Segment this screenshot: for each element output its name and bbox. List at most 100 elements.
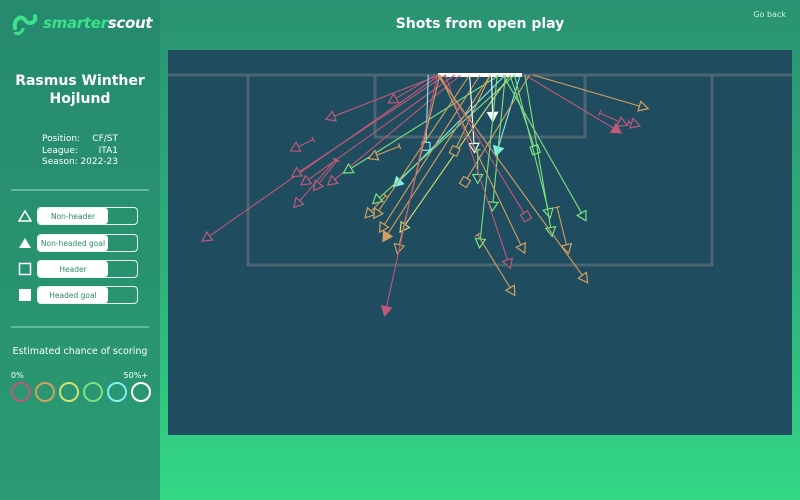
shot-trajectory — [331, 74, 461, 183]
shot[interactable] — [310, 157, 341, 193]
toggle-headed-goal[interactable]: Headed goal — [37, 286, 138, 304]
blocked-marker — [334, 157, 341, 163]
shot[interactable] — [553, 205, 574, 255]
shot[interactable] — [474, 232, 519, 298]
non-header-marker[interactable] — [504, 284, 519, 298]
shot-map — [168, 50, 792, 435]
shot[interactable] — [367, 143, 402, 164]
shot[interactable] — [288, 136, 316, 156]
shot-trajectory — [524, 74, 552, 232]
scoring-color-scale — [11, 382, 151, 402]
shot-trajectory — [330, 74, 440, 119]
logo-icon — [12, 14, 38, 36]
non-header-marker[interactable] — [288, 141, 302, 155]
shot-trajectory — [524, 74, 618, 131]
non-header-marker[interactable] — [370, 206, 385, 221]
non-header-marker[interactable] — [637, 100, 650, 113]
header-marker[interactable] — [519, 210, 533, 223]
shot-trajectory — [492, 74, 506, 207]
non-header-marker[interactable] — [367, 149, 380, 164]
shot[interactable] — [361, 193, 389, 222]
shot[interactable] — [380, 74, 438, 317]
header-marker[interactable] — [458, 175, 472, 189]
triangle-outline-icon — [18, 209, 32, 223]
square-outline-icon — [18, 262, 32, 276]
shot-trajectory — [385, 74, 438, 311]
toggle-non-header[interactable]: Non-header — [37, 207, 138, 225]
non-header-marker[interactable] — [324, 110, 337, 124]
go-back-link[interactable]: Go back — [753, 10, 786, 19]
shot-trajectory — [469, 74, 475, 148]
shot-trajectory — [381, 74, 481, 229]
non-header-marker[interactable] — [628, 117, 642, 130]
non-header-marker[interactable] — [290, 196, 305, 211]
shot[interactable] — [502, 74, 590, 224]
blocked-marker — [553, 205, 561, 209]
penalty-box — [246, 75, 714, 267]
toggle-header[interactable]: Header — [37, 260, 138, 278]
logo[interactable]: smarterscout — [11, 10, 153, 36]
non-header-marker[interactable] — [199, 230, 214, 245]
shot-trajectory — [502, 74, 584, 217]
scale-circle — [131, 382, 151, 402]
shot-trajectory — [295, 74, 446, 175]
shot[interactable] — [444, 74, 516, 270]
shot-trajectory — [513, 74, 550, 214]
non-headed-goal-marker[interactable] — [380, 304, 393, 317]
non-header-marker[interactable] — [501, 257, 515, 270]
shot-trajectory — [385, 74, 491, 238]
shot-trajectory — [296, 159, 336, 205]
scale-max-label: 50%+ — [123, 371, 148, 380]
shot[interactable] — [597, 109, 629, 130]
header-marker[interactable] — [529, 143, 542, 156]
shot-trajectory — [490, 74, 494, 117]
shot[interactable] — [532, 74, 650, 113]
legend-non-header: Non-header — [18, 207, 138, 225]
legend-headed-goal: Headed goal — [18, 286, 138, 304]
shot-trajectory — [425, 74, 429, 147]
shot-trajectory — [477, 234, 513, 292]
shot[interactable] — [437, 74, 591, 286]
scale-min-label: 0% — [11, 371, 24, 380]
scoring-title: Estimated chance of scoring — [12, 346, 148, 357]
scale-circle — [107, 382, 127, 402]
shot-trajectory — [304, 74, 456, 183]
legend-non-headed-goal: Non-headed goal — [18, 234, 138, 252]
shot[interactable] — [439, 74, 529, 255]
shot[interactable] — [379, 74, 491, 244]
non-header-marker[interactable] — [375, 220, 390, 235]
non-headed-goal-marker[interactable] — [379, 230, 394, 244]
triangle-filled-icon — [18, 236, 32, 250]
shot-trajectory — [316, 159, 338, 187]
toggle-non-headed-goal[interactable]: Non-headed goal — [37, 234, 138, 252]
scale-circle — [35, 382, 55, 402]
shot[interactable] — [290, 157, 338, 211]
shot[interactable] — [524, 74, 624, 137]
shot[interactable] — [375, 74, 481, 235]
non-header-marker[interactable] — [560, 242, 574, 255]
non-header-marker[interactable] — [515, 241, 529, 255]
divider — [11, 189, 149, 191]
non-header-marker[interactable] — [575, 209, 590, 224]
scale-circle — [11, 382, 31, 402]
shot[interactable] — [325, 74, 461, 189]
shot[interactable] — [289, 74, 446, 181]
shot[interactable] — [626, 117, 642, 130]
header-marker[interactable] — [448, 144, 461, 158]
non-header-marker[interactable] — [298, 174, 313, 189]
shot[interactable] — [324, 74, 440, 124]
non-headed-goal-marker[interactable] — [609, 122, 624, 137]
non-header-marker[interactable] — [577, 271, 591, 285]
shot-trajectory — [439, 74, 524, 249]
non-header-marker[interactable] — [361, 206, 376, 221]
blocked-marker — [332, 157, 338, 163]
shot[interactable] — [298, 74, 456, 189]
shot-trajectory — [532, 74, 644, 108]
non-header-marker[interactable] — [289, 166, 304, 181]
non-header-marker[interactable] — [325, 174, 340, 189]
non-header-marker[interactable] — [615, 115, 629, 130]
non-header-marker[interactable] — [341, 162, 355, 177]
blocked-marker — [626, 119, 630, 126]
non-header-marker[interactable] — [386, 92, 400, 107]
square-filled-icon — [18, 288, 32, 302]
